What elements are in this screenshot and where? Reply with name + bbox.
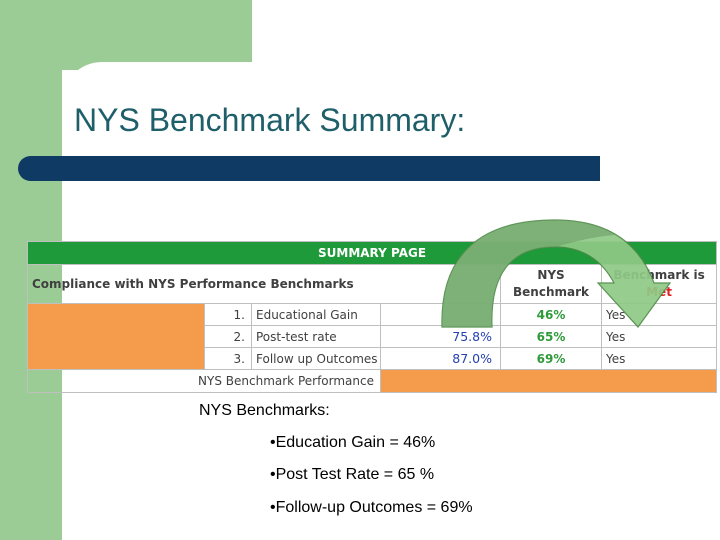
table-row: 2. Post-test rate 75.8% 65% Yes [28,325,718,348]
row-label: Educational Gain [251,303,381,326]
program-rate: 87.0% [380,347,501,370]
nys-benchmark-header: NYS Benchmark [500,264,602,304]
table-footer-row: NYS Benchmark Performance [27,369,718,393]
table-row: 3. Follow up Outcomes 87.0% 69% Yes [28,347,718,370]
slide-title: NYS Benchmark Summary: [74,102,466,138]
benchmark-item: •Post Test Rate = 65 % [270,466,435,483]
row-label: Follow up Outcomes [251,347,381,370]
benchmark-item: •Follow-up Outcomes = 69% [270,499,473,516]
row-number: 2. [204,325,252,348]
title-underline-bar [18,156,600,181]
benchmarks-heading: NYS Benchmarks: [199,402,330,419]
summary-table: SUMMARY PAGE Compliance with NYS Perform… [26,241,718,393]
footer-label: NYS Benchmark Performance [27,369,381,393]
benchmark-item: •Education Gain = 46% [270,434,436,451]
row-label: Post-test rate [251,325,381,348]
footer-orange-block [379,369,718,393]
program-rate: 75.8% [380,325,501,348]
benchmark-value: 65% [500,325,602,348]
row-number: 3. [204,347,252,370]
orange-block [27,303,205,370]
benchmark-value: 46% [500,303,602,326]
benchmark-met-value: Yes [600,347,718,370]
row-number: 1. [204,303,252,326]
benchmark-met-value: Yes [600,325,718,348]
curved-arrow-icon [441,219,672,328]
benchmark-value: 69% [500,347,602,370]
